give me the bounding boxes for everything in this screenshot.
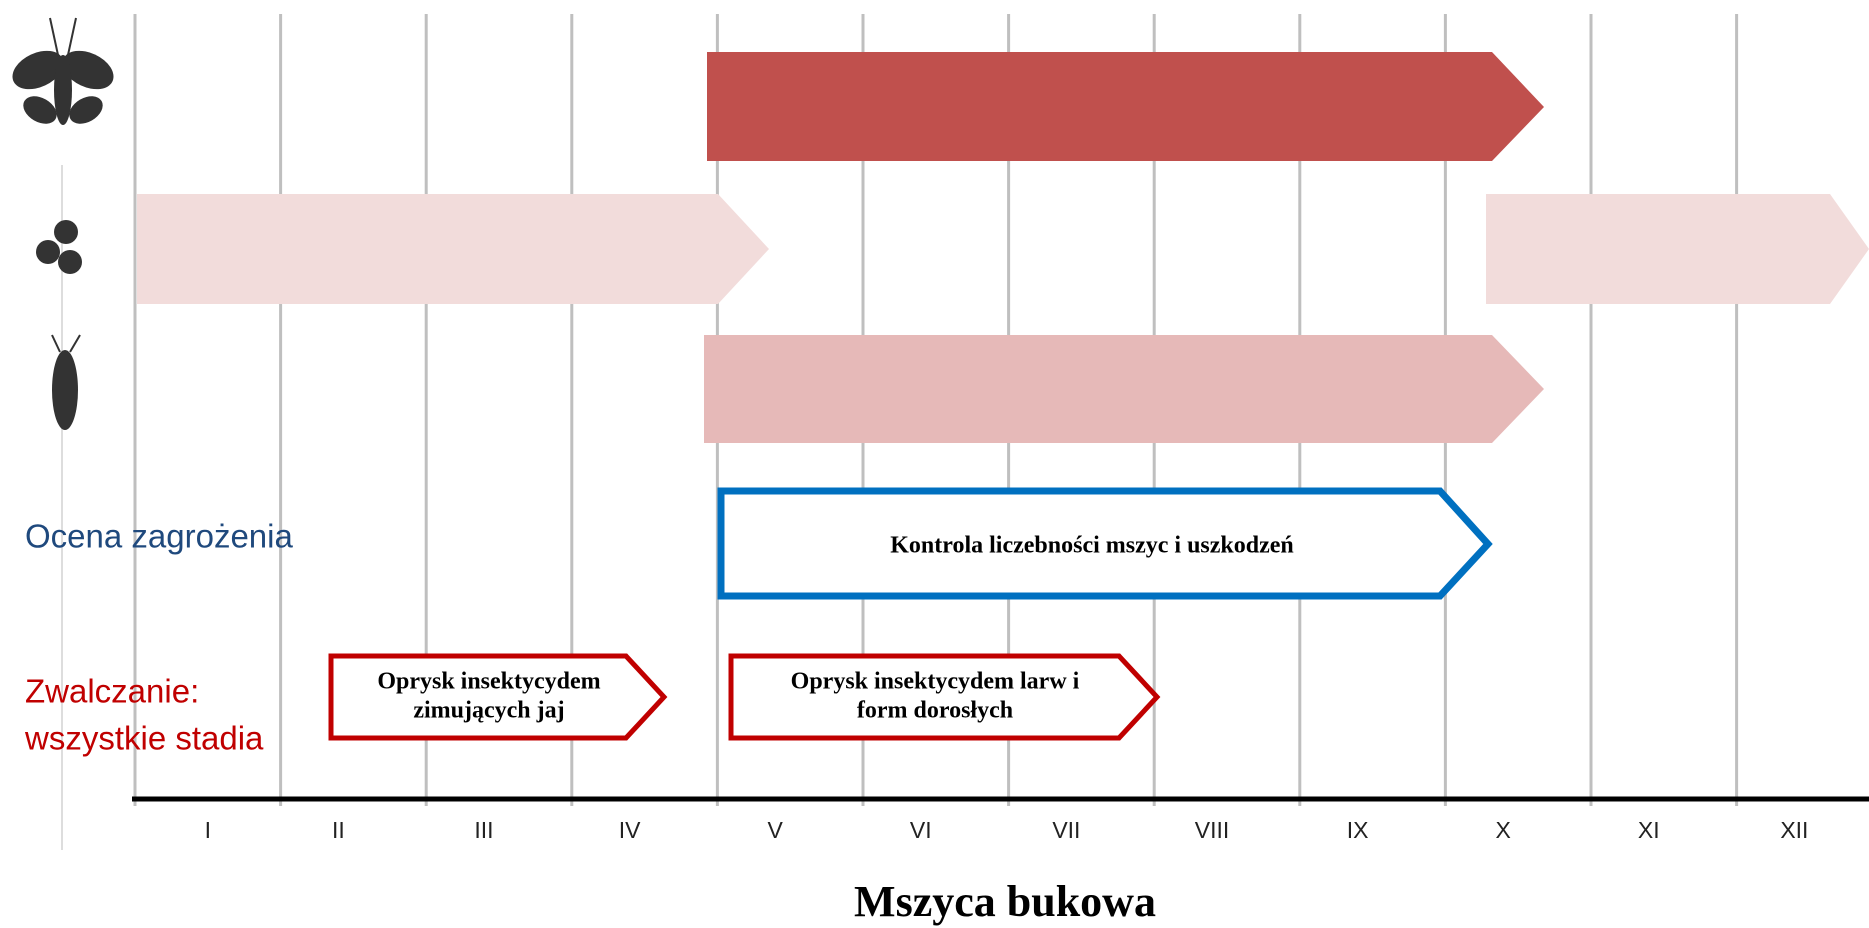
adult-bar: [707, 52, 1544, 161]
month-label: XII: [1780, 817, 1808, 843]
month-labels: I II III IV V VI VII VIII IX X XI XII: [205, 817, 1809, 843]
month-label: III: [474, 817, 493, 843]
month-label: XI: [1638, 817, 1660, 843]
month-label: IV: [619, 817, 641, 843]
egg-icon: [36, 220, 82, 274]
month-label: VII: [1052, 817, 1080, 843]
egg-bar: [1486, 194, 1869, 304]
assessment-box: [717, 487, 1493, 600]
month-label: VIII: [1195, 817, 1230, 843]
month-label: II: [332, 817, 345, 843]
month-label: X: [1496, 817, 1511, 843]
month-label: I: [205, 817, 211, 843]
larva-bar: [704, 335, 1544, 443]
month-label: V: [768, 817, 784, 843]
month-label: IX: [1347, 817, 1369, 843]
control-box: [328, 653, 668, 741]
assessment-text: Kontrola liczebności mszyc i uszkodzeń: [890, 533, 1294, 559]
control-text: Oprysk insektycydem larw i: [791, 669, 1080, 695]
larva-icon: [51, 334, 81, 430]
month-label: VI: [910, 817, 932, 843]
diagram-title: Mszyca bukowa: [854, 877, 1156, 926]
assessment-label: Ocena zagrożenia: [25, 518, 293, 555]
control-text: Oprysk insektycydem: [377, 669, 600, 695]
adult-icon: [12, 17, 114, 125]
control-text: form dorosłych: [857, 698, 1013, 724]
control-label: wszystkie stadia: [24, 720, 264, 757]
control-box: [728, 653, 1161, 741]
egg-bar: [137, 194, 769, 304]
control-label: Zwalczanie:: [25, 673, 199, 710]
control-text: zimujących jaj: [413, 698, 564, 724]
